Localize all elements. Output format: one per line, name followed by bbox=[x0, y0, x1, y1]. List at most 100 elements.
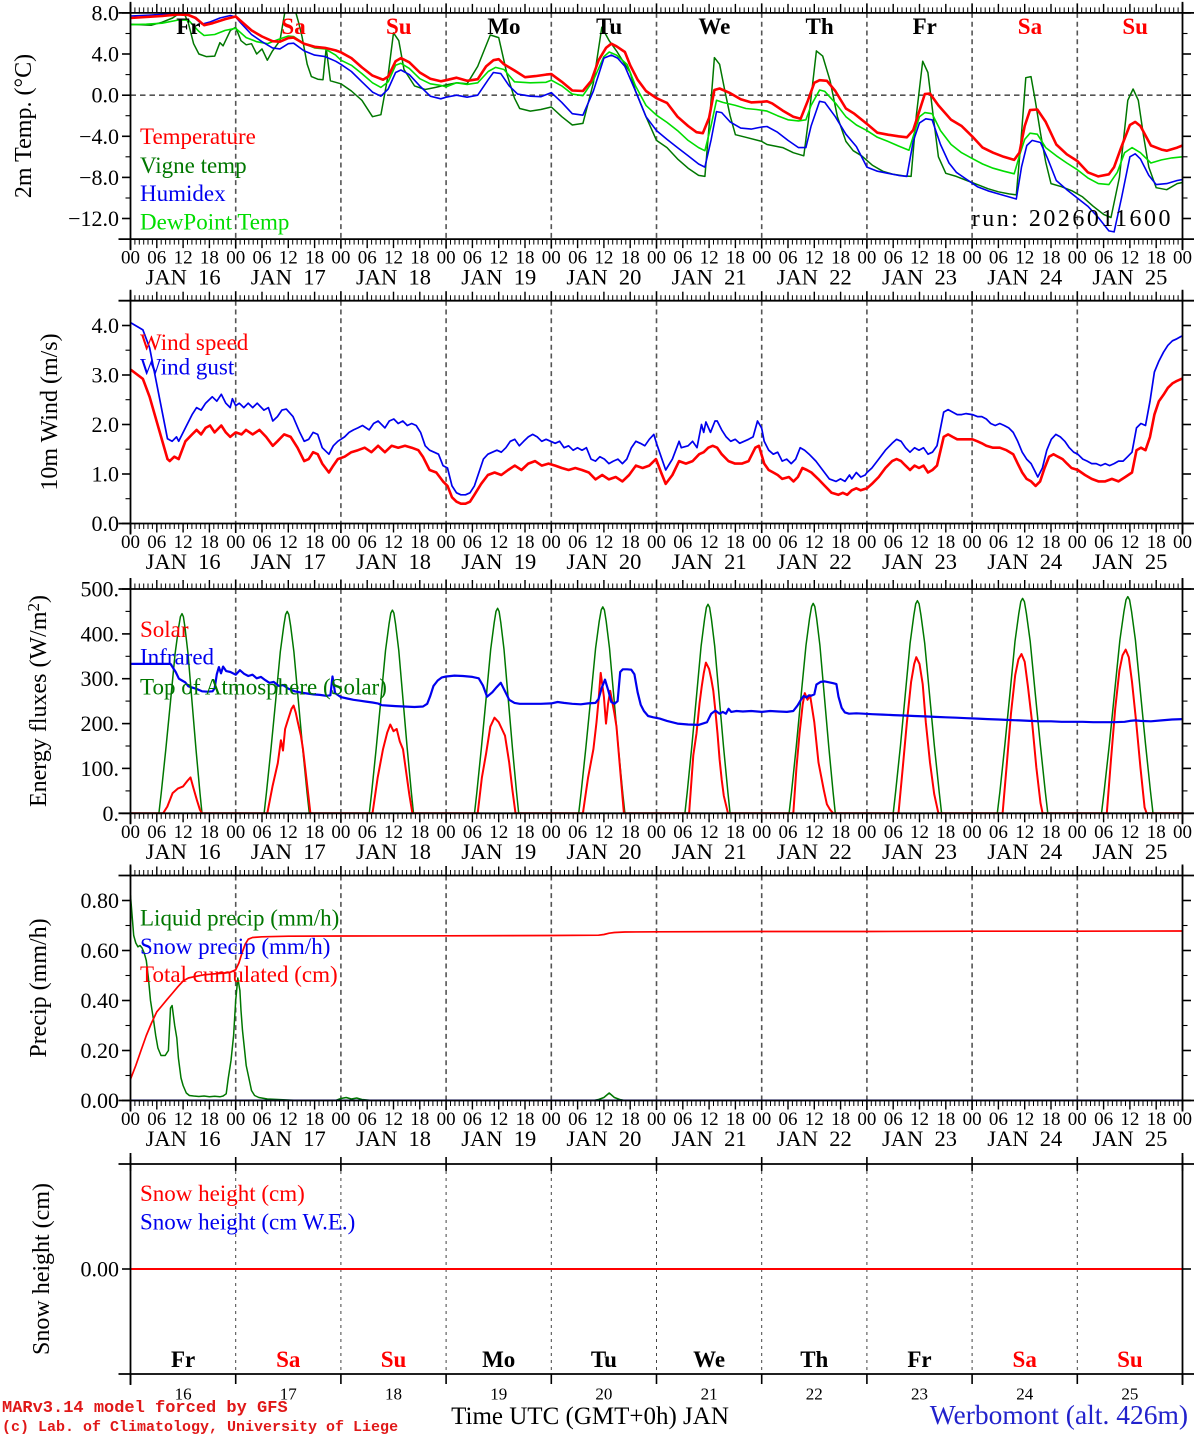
svg-text:Tu: Tu bbox=[596, 14, 622, 39]
svg-text:00: 00 bbox=[1068, 1109, 1087, 1130]
svg-text:Vigne temp: Vigne temp bbox=[140, 153, 247, 178]
svg-text:JAN 23: JAN 23 bbox=[882, 265, 957, 290]
svg-text:JAN 22: JAN 22 bbox=[777, 549, 852, 574]
svg-text:Infrared: Infrared bbox=[140, 645, 215, 670]
svg-text:12: 12 bbox=[1120, 822, 1139, 843]
svg-text:00: 00 bbox=[542, 822, 561, 843]
svg-text:JAN 17: JAN 17 bbox=[251, 1126, 326, 1151]
svg-text:Fr: Fr bbox=[907, 1347, 931, 1372]
svg-text:18: 18 bbox=[936, 532, 955, 553]
svg-text:06: 06 bbox=[358, 248, 377, 269]
svg-text:JAN 19: JAN 19 bbox=[461, 549, 536, 574]
svg-text:JAN 16: JAN 16 bbox=[146, 265, 221, 290]
svg-text:24: 24 bbox=[1016, 1385, 1034, 1404]
svg-text:00: 00 bbox=[226, 532, 245, 553]
svg-text:Tu: Tu bbox=[591, 1347, 617, 1372]
svg-text:JAN 21: JAN 21 bbox=[672, 265, 747, 290]
svg-text:06: 06 bbox=[779, 248, 798, 269]
svg-text:JAN 21: JAN 21 bbox=[672, 549, 747, 574]
svg-text:18: 18 bbox=[305, 248, 324, 269]
svg-text:00: 00 bbox=[752, 1109, 771, 1130]
svg-text:12: 12 bbox=[1120, 248, 1139, 269]
svg-text:JAN 23: JAN 23 bbox=[882, 839, 957, 864]
svg-text:4.0: 4.0 bbox=[92, 42, 120, 67]
svg-text:18: 18 bbox=[1147, 532, 1166, 553]
svg-text:06: 06 bbox=[1094, 1109, 1113, 1130]
svg-text:00: 00 bbox=[1068, 822, 1087, 843]
svg-text:06: 06 bbox=[568, 822, 587, 843]
svg-text:Sa: Sa bbox=[276, 1347, 301, 1372]
svg-text:12: 12 bbox=[1015, 532, 1034, 553]
svg-text:20: 20 bbox=[595, 1385, 612, 1404]
svg-text:Mo: Mo bbox=[482, 1347, 515, 1372]
svg-text:12: 12 bbox=[279, 248, 298, 269]
svg-text:18: 18 bbox=[305, 1109, 324, 1130]
svg-text:00: 00 bbox=[963, 248, 982, 269]
svg-text:18: 18 bbox=[385, 1385, 402, 1404]
svg-text:00: 00 bbox=[331, 248, 350, 269]
svg-text:12: 12 bbox=[910, 822, 929, 843]
svg-text:18: 18 bbox=[621, 1109, 640, 1130]
svg-text:06: 06 bbox=[989, 532, 1008, 553]
svg-text:200.: 200. bbox=[81, 711, 120, 736]
svg-text:06: 06 bbox=[1094, 822, 1113, 843]
svg-text:2m Temp. (°C): 2m Temp. (°C) bbox=[11, 54, 37, 198]
svg-text:00: 00 bbox=[331, 532, 350, 553]
svg-text:12: 12 bbox=[1015, 248, 1034, 269]
svg-text:Snow height (cm): Snow height (cm) bbox=[29, 1183, 55, 1355]
svg-text:12: 12 bbox=[910, 1109, 929, 1130]
svg-text:18: 18 bbox=[621, 822, 640, 843]
svg-text:JAN 19: JAN 19 bbox=[461, 839, 536, 864]
svg-text:18: 18 bbox=[936, 1109, 955, 1130]
svg-text:12: 12 bbox=[489, 822, 508, 843]
svg-text:06: 06 bbox=[358, 532, 377, 553]
svg-text:00: 00 bbox=[857, 822, 876, 843]
svg-text:Werbomont (alt. 426m): Werbomont (alt. 426m) bbox=[930, 1399, 1188, 1430]
svg-text:00: 00 bbox=[1173, 532, 1192, 553]
svg-text:18: 18 bbox=[1147, 248, 1166, 269]
svg-text:06: 06 bbox=[884, 248, 903, 269]
svg-text:12: 12 bbox=[384, 822, 403, 843]
svg-text:Mo: Mo bbox=[487, 14, 520, 39]
svg-text:18: 18 bbox=[726, 1109, 745, 1130]
svg-text:06: 06 bbox=[884, 532, 903, 553]
svg-text:Su: Su bbox=[1122, 14, 1148, 39]
svg-text:300.: 300. bbox=[81, 666, 120, 691]
svg-text:12: 12 bbox=[910, 248, 929, 269]
svg-text:06: 06 bbox=[253, 822, 272, 843]
svg-text:JAN 25: JAN 25 bbox=[1092, 265, 1167, 290]
svg-text:18: 18 bbox=[1042, 1109, 1061, 1130]
svg-text:00: 00 bbox=[752, 532, 771, 553]
svg-text:12: 12 bbox=[279, 822, 298, 843]
svg-text:JAN 20: JAN 20 bbox=[566, 1126, 641, 1151]
svg-text:12: 12 bbox=[700, 532, 719, 553]
svg-text:JAN 18: JAN 18 bbox=[356, 1126, 431, 1151]
svg-text:JAN 24: JAN 24 bbox=[987, 549, 1062, 574]
svg-text:00: 00 bbox=[963, 532, 982, 553]
svg-text:18: 18 bbox=[831, 532, 850, 553]
svg-text:00: 00 bbox=[121, 1109, 140, 1130]
svg-text:JAN 22: JAN 22 bbox=[777, 265, 852, 290]
svg-text:JAN 23: JAN 23 bbox=[882, 549, 957, 574]
svg-text:12: 12 bbox=[489, 1109, 508, 1130]
svg-text:06: 06 bbox=[989, 248, 1008, 269]
svg-text:18: 18 bbox=[621, 248, 640, 269]
svg-text:JAN 17: JAN 17 bbox=[251, 549, 326, 574]
svg-text:19: 19 bbox=[490, 1385, 507, 1404]
svg-text:JAN 24: JAN 24 bbox=[987, 1126, 1062, 1151]
svg-text:06: 06 bbox=[779, 822, 798, 843]
svg-text:06: 06 bbox=[463, 532, 482, 553]
svg-text:18: 18 bbox=[726, 248, 745, 269]
svg-text:Sa: Sa bbox=[1018, 14, 1043, 39]
svg-text:Energy fluxes (W/m2): Energy fluxes (W/m2) bbox=[24, 595, 52, 807]
svg-text:18: 18 bbox=[200, 248, 219, 269]
svg-text:00: 00 bbox=[647, 532, 666, 553]
svg-text:12: 12 bbox=[700, 248, 719, 269]
svg-text:8.0: 8.0 bbox=[92, 0, 120, 25]
svg-text:00: 00 bbox=[1068, 532, 1087, 553]
svg-text:12: 12 bbox=[174, 248, 193, 269]
svg-text:06: 06 bbox=[253, 532, 272, 553]
svg-text:Su: Su bbox=[386, 14, 412, 39]
svg-text:10m Wind (m/s): 10m Wind (m/s) bbox=[37, 333, 63, 490]
svg-text:06: 06 bbox=[779, 1109, 798, 1130]
